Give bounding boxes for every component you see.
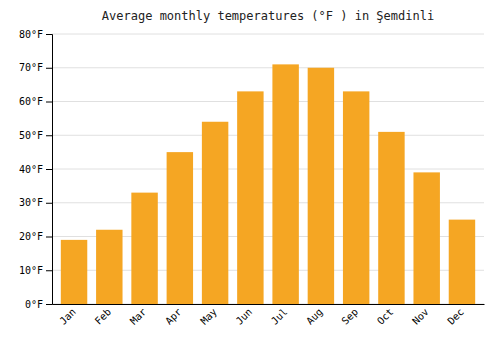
x-tick-label: Jan (57, 306, 78, 327)
y-tick-label: 0°F (25, 299, 43, 310)
x-tick: Feb (93, 306, 114, 327)
y-tick: 40°F (19, 164, 52, 175)
y-axis: 0°F 10°F 20°F 30°F 40°F 50°F 60°F 70°F 80°F (19, 29, 53, 310)
x-tick: Mar (128, 306, 149, 327)
x-tick-label: Nov (410, 306, 431, 327)
x-axis-line (53, 304, 485, 305)
chart-container: 0°F 10°F 20°F 30°F 40°F 50°F 60°F 70°F 80°F Jan Fe… (0, 0, 500, 350)
y-tick: 10°F (19, 265, 52, 276)
x-tick: Jan (57, 306, 78, 327)
y-tick: 60°F (19, 96, 52, 107)
y-tick-mark (46, 169, 52, 170)
y-tick-label: 40°F (19, 164, 43, 175)
y-tick: 0°F (25, 299, 52, 310)
y-tick-mark (46, 203, 52, 204)
y-tick-mark (46, 237, 52, 238)
x-tick-label: Jun (234, 306, 255, 327)
bar (96, 230, 122, 304)
y-tick: 50°F (19, 130, 52, 141)
y-tick-mark (46, 102, 52, 103)
grid-line (52, 169, 484, 170)
y-tick-mark (46, 270, 52, 271)
y-tick-label: 10°F (19, 265, 43, 276)
bar (449, 220, 475, 304)
x-tick: Apr (163, 306, 184, 327)
y-tick: 70°F (19, 62, 52, 73)
bar (272, 64, 298, 304)
x-tick: Jul (269, 306, 290, 327)
y-axis-line (46, 35, 53, 305)
chart-svg: 0°F 10°F 20°F 30°F 40°F 50°F 60°F 70°F 80°F Jan Fe… (0, 0, 500, 350)
bar (343, 91, 369, 304)
x-tick-label: Aug (304, 306, 325, 327)
y-tick: 20°F (19, 231, 52, 242)
grid-line (52, 34, 484, 35)
x-tick: Dec (445, 306, 466, 327)
x-tick: Nov (410, 306, 431, 327)
bar (308, 68, 334, 304)
bar (167, 152, 193, 304)
y-tick: 30°F (19, 197, 52, 208)
bar (202, 122, 228, 304)
x-tick-label: May (198, 306, 219, 327)
y-tick-label: 80°F (19, 29, 43, 40)
grid-line (52, 67, 484, 68)
x-tick: Oct (375, 306, 396, 327)
grid-line (52, 101, 484, 102)
x-axis: Jan Feb Mar Apr May Jun Jul Aug Sep Oct Nov Dec (53, 305, 485, 327)
grid-line (52, 135, 484, 136)
grid (52, 34, 484, 304)
bars (61, 64, 475, 304)
y-tick: 80°F (19, 29, 52, 40)
plot-area: 0°F 10°F 20°F 30°F 40°F 50°F 60°F 70°F 80°F Jan Fe… (19, 29, 485, 327)
y-tick-label: 20°F (19, 231, 43, 242)
x-tick-label: Sep (340, 306, 361, 327)
y-tick-mark (46, 68, 52, 69)
x-tick: Aug (304, 306, 325, 327)
y-tick-label: 70°F (19, 62, 43, 73)
y-tick-label: 60°F (19, 96, 43, 107)
y-tick-mark (46, 304, 52, 305)
x-tick: May (198, 306, 219, 327)
x-tick-label: Oct (375, 306, 396, 327)
title: Average monthly temperatures (°F ) in Şe… (102, 9, 434, 23)
x-tick-label: Mar (128, 306, 149, 327)
x-tick-label: Feb (93, 306, 114, 327)
x-tick-label: Jul (269, 306, 290, 327)
x-tick: Jun (234, 306, 255, 327)
bar (413, 172, 439, 304)
y-tick-label: 50°F (19, 130, 43, 141)
bar (131, 193, 157, 304)
x-tick-label: Dec (445, 306, 466, 327)
y-tick-mark (46, 34, 52, 35)
bar (378, 132, 404, 304)
bar (61, 240, 87, 304)
y-tick-label: 30°F (19, 197, 43, 208)
x-tick: Sep (340, 306, 361, 327)
y-tick-mark (46, 135, 52, 136)
bar (237, 91, 263, 304)
x-tick-label: Apr (163, 306, 184, 327)
